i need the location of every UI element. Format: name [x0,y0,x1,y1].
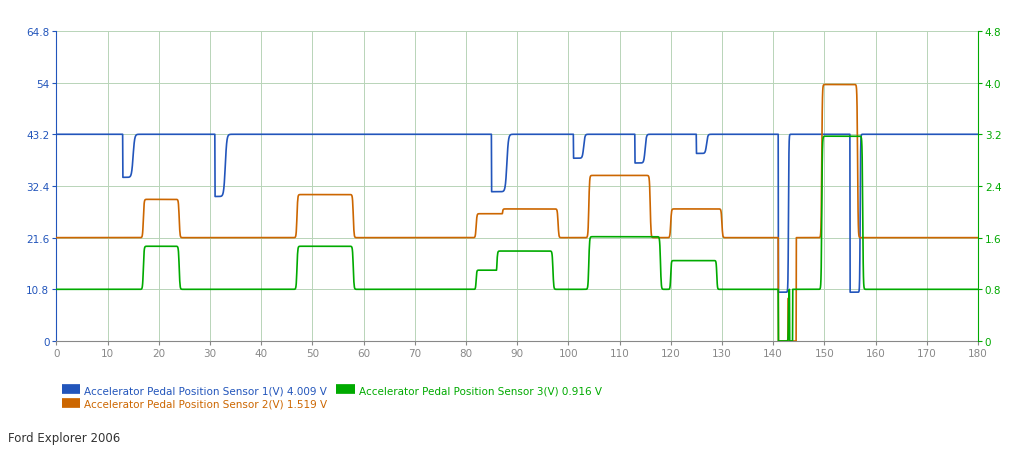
Legend: Accelerator Pedal Position Sensor 1(V) 4.009 V, Accelerator Pedal Position Senso: Accelerator Pedal Position Sensor 1(V) 4… [61,385,602,409]
Text: Ford Explorer 2006: Ford Explorer 2006 [8,431,121,444]
